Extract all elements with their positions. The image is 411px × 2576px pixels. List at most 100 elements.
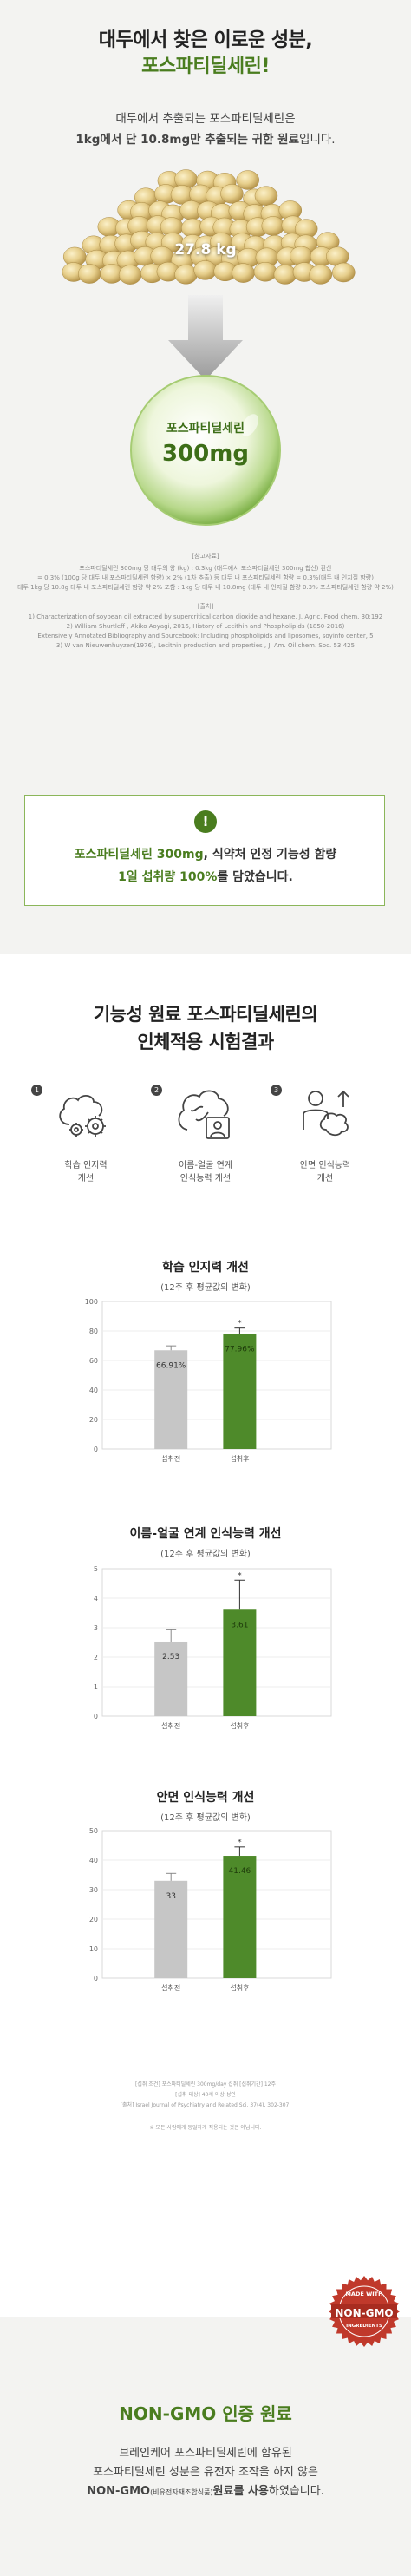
chart-2: 0 1 2 3 4 5 2.53 섭취전 3.61 섭취후 * xyxy=(94,1565,332,1730)
y-tick-label: 40 xyxy=(89,1857,98,1865)
significance-marker: * xyxy=(238,1571,242,1580)
stamp-top-text: MADE WITH xyxy=(345,2291,383,2297)
bubble-label: 포스파티딜세린 xyxy=(166,422,245,436)
soybean xyxy=(232,263,255,283)
y-tick-label: 50 xyxy=(89,1827,98,1835)
footnote-1: [섭취 조건] 포스파티딜세린 300mg/day 섭취 [섭취기간] 12주 xyxy=(135,2081,276,2088)
y-tick-label: 20 xyxy=(89,1916,98,1924)
phosphatidylserine-bubble xyxy=(130,375,281,526)
x-category-label: 섭취후 xyxy=(230,1983,249,1992)
stamp-main-text: NON-GMO xyxy=(335,2307,394,2319)
non-gmo-line3-small: (비유전자재조합식품) xyxy=(150,2488,213,2496)
x-category-label: 섭취전 xyxy=(161,1983,180,1992)
x-category-label: 섭취전 xyxy=(161,1454,180,1463)
feature-3-number: 3 xyxy=(271,1085,282,1096)
trial-title-line2: 인체적용 시험결과 xyxy=(137,1032,274,1052)
down-arrow-icon xyxy=(168,295,243,380)
y-tick-label: 5 xyxy=(94,1565,98,1573)
feature-1-line1: 학습 인지력 xyxy=(64,1161,108,1170)
soybean xyxy=(309,265,333,285)
feature-2-line1: 이름-얼굴 연계 xyxy=(179,1161,232,1170)
footnote-note: ※ 모든 사람에게 동일하게 적용되는 것은 아닙니다. xyxy=(149,2125,262,2131)
non-gmo-line3-bold2: 원료를 사용 xyxy=(212,2485,269,2498)
footnote-2: [섭취 대상] 40세 이상 성인 xyxy=(175,2092,236,2098)
soybean xyxy=(332,262,356,283)
bean-weight-label: 27.8 kg xyxy=(174,241,237,259)
brain-face-icon xyxy=(178,1090,230,1139)
bar-섭취후 xyxy=(223,1609,257,1716)
chart-3-subtitle: (12주 후 평균값의 변화) xyxy=(160,1813,251,1823)
bubble-value: 300mg xyxy=(162,441,249,467)
person-brain-icon xyxy=(303,1090,349,1137)
feature-2-line2: 인식능력 개선 xyxy=(179,1174,232,1183)
chart-2-title: 이름-얼굴 연계 인식능력 개선 xyxy=(129,1527,282,1541)
soybean xyxy=(77,264,101,284)
non-gmo-line3-rest: 하였습니다. xyxy=(268,2485,324,2498)
non-gmo-line2: 포스파티딜세린 성분은 유전자 조작을 하지 않은 xyxy=(93,2466,318,2479)
calc-line-1: 포스파티딜세린 300mg 당 대두의 양 (kg) : 0.3kg (대두에서… xyxy=(79,565,332,572)
stamp-bottom-text: INGREDIENTS xyxy=(346,2324,382,2329)
significance-marker: * xyxy=(238,1320,242,1328)
bar-value-label: 2.53 xyxy=(162,1653,179,1662)
soybeans-image xyxy=(62,169,356,285)
source-4: 3) W van Nieuwenhuyzen(1976), Lecithin p… xyxy=(55,642,356,649)
chart-2-subtitle: (12주 후 평균값의 변화) xyxy=(160,1550,251,1559)
bar-value-label: 3.61 xyxy=(231,1621,248,1629)
bar-섭취전 xyxy=(154,1641,188,1716)
hero-desc-highlight: 1kg에서 단 10.8mg만 추출되는 귀한 원료 xyxy=(75,133,300,147)
feature-2-number: 2 xyxy=(151,1085,162,1096)
chart-1: 0 20 40 60 80 100 66.91% 섭취전 77.96% 섭취후 * xyxy=(85,1298,332,1463)
soybean xyxy=(220,184,244,204)
x-category-label: 섭취후 xyxy=(230,1454,249,1463)
x-category-label: 섭취전 xyxy=(161,1721,180,1730)
hero-title-line1: 대두에서 찾은 이로운 성분, xyxy=(98,29,313,51)
feature-2: 2 이름-얼굴 연계 인식능력 개선 xyxy=(146,1085,265,1206)
feature-1: 1 학습 인지력 개선 xyxy=(26,1085,146,1206)
feature-1-number: 1 xyxy=(31,1085,42,1096)
y-tick-label: 3 xyxy=(94,1624,98,1632)
soybean xyxy=(193,260,217,280)
calc-line-2: = 0.3% (100g 당 대두 내 포스파티딜세린 함량) × 2% (1차… xyxy=(37,574,374,581)
significance-marker: * xyxy=(238,1839,242,1847)
notice-line1: 포스파티딜세린 300mg, 식약처 인정 기능성 함량 xyxy=(0,845,411,862)
brain-gears-icon xyxy=(59,1095,106,1137)
y-tick-label: 0 xyxy=(94,1713,98,1721)
soybean xyxy=(118,265,142,285)
soybean xyxy=(253,262,277,282)
x-category-label: 섭취후 xyxy=(230,1721,249,1730)
feature-row: 1 학습 인지력 개선 2 이름-얼굴 연계 인식능력 개선 xyxy=(26,1085,385,1206)
notice-line1-bold: 포스파티딜세린 300mg xyxy=(74,848,204,862)
bar-value-label: 41.46 xyxy=(229,1867,251,1876)
chart-3: 0 10 20 30 40 50 33 섭취전 41.46 섭취후 * xyxy=(89,1827,332,1992)
exclamation-icon: ! xyxy=(194,810,217,833)
soybean xyxy=(273,265,297,285)
soybean xyxy=(261,216,285,236)
notice-line2: 1일 섭취량 100%를 담았습니다. xyxy=(0,868,411,885)
chart-1-subtitle: (12주 후 평균값의 변화) xyxy=(160,1283,251,1293)
bar-value-label: 77.96% xyxy=(225,1345,255,1354)
y-tick-label: 100 xyxy=(85,1298,98,1306)
notice-line1-rest: , 식약처 인정 기능성 함량 xyxy=(203,848,337,862)
bar-섭취전 xyxy=(154,1350,188,1449)
chart-plot-area xyxy=(101,1568,332,1717)
footnote-3: [출처] Israel Journal of Psychiatry and Re… xyxy=(120,2102,291,2108)
source-1: 1) Characterization of soybean oil extra… xyxy=(28,613,383,620)
non-gmo-title: NON-GMO 인증 원료 xyxy=(119,2403,292,2424)
non-gmo-stamp xyxy=(329,2276,400,2347)
trial-title-line1: 기능성 원료 포스파티딜세린의 xyxy=(93,1004,318,1025)
y-tick-label: 0 xyxy=(94,1975,98,1983)
feature-3-line1: 안면 인식능력 xyxy=(299,1161,351,1170)
notice-line2-bold: 1일 섭취량 100% xyxy=(118,870,218,884)
source-heading: [출처] xyxy=(197,603,214,610)
bar-value-label: 66.91% xyxy=(156,1361,186,1370)
soybean xyxy=(254,186,278,206)
non-gmo-line1: 브레인케어 포스파티딜세린에 함유된 xyxy=(119,2447,292,2460)
y-tick-label: 60 xyxy=(89,1357,98,1365)
non-gmo-line3-bold: NON-GMO xyxy=(87,2485,151,2498)
y-tick-label: 0 xyxy=(94,1445,98,1453)
bar-섭취후 xyxy=(223,1856,257,1978)
y-tick-label: 10 xyxy=(89,1945,98,1953)
hero-desc-rest: 입니다. xyxy=(299,133,336,147)
calc-line-3: 대두 1kg 당 10.8g 대두 내 포스파티딜세린 함량 약 2% 포함 :… xyxy=(17,584,394,591)
source-3: Extensively Annotated Bibliography and S… xyxy=(37,633,374,639)
